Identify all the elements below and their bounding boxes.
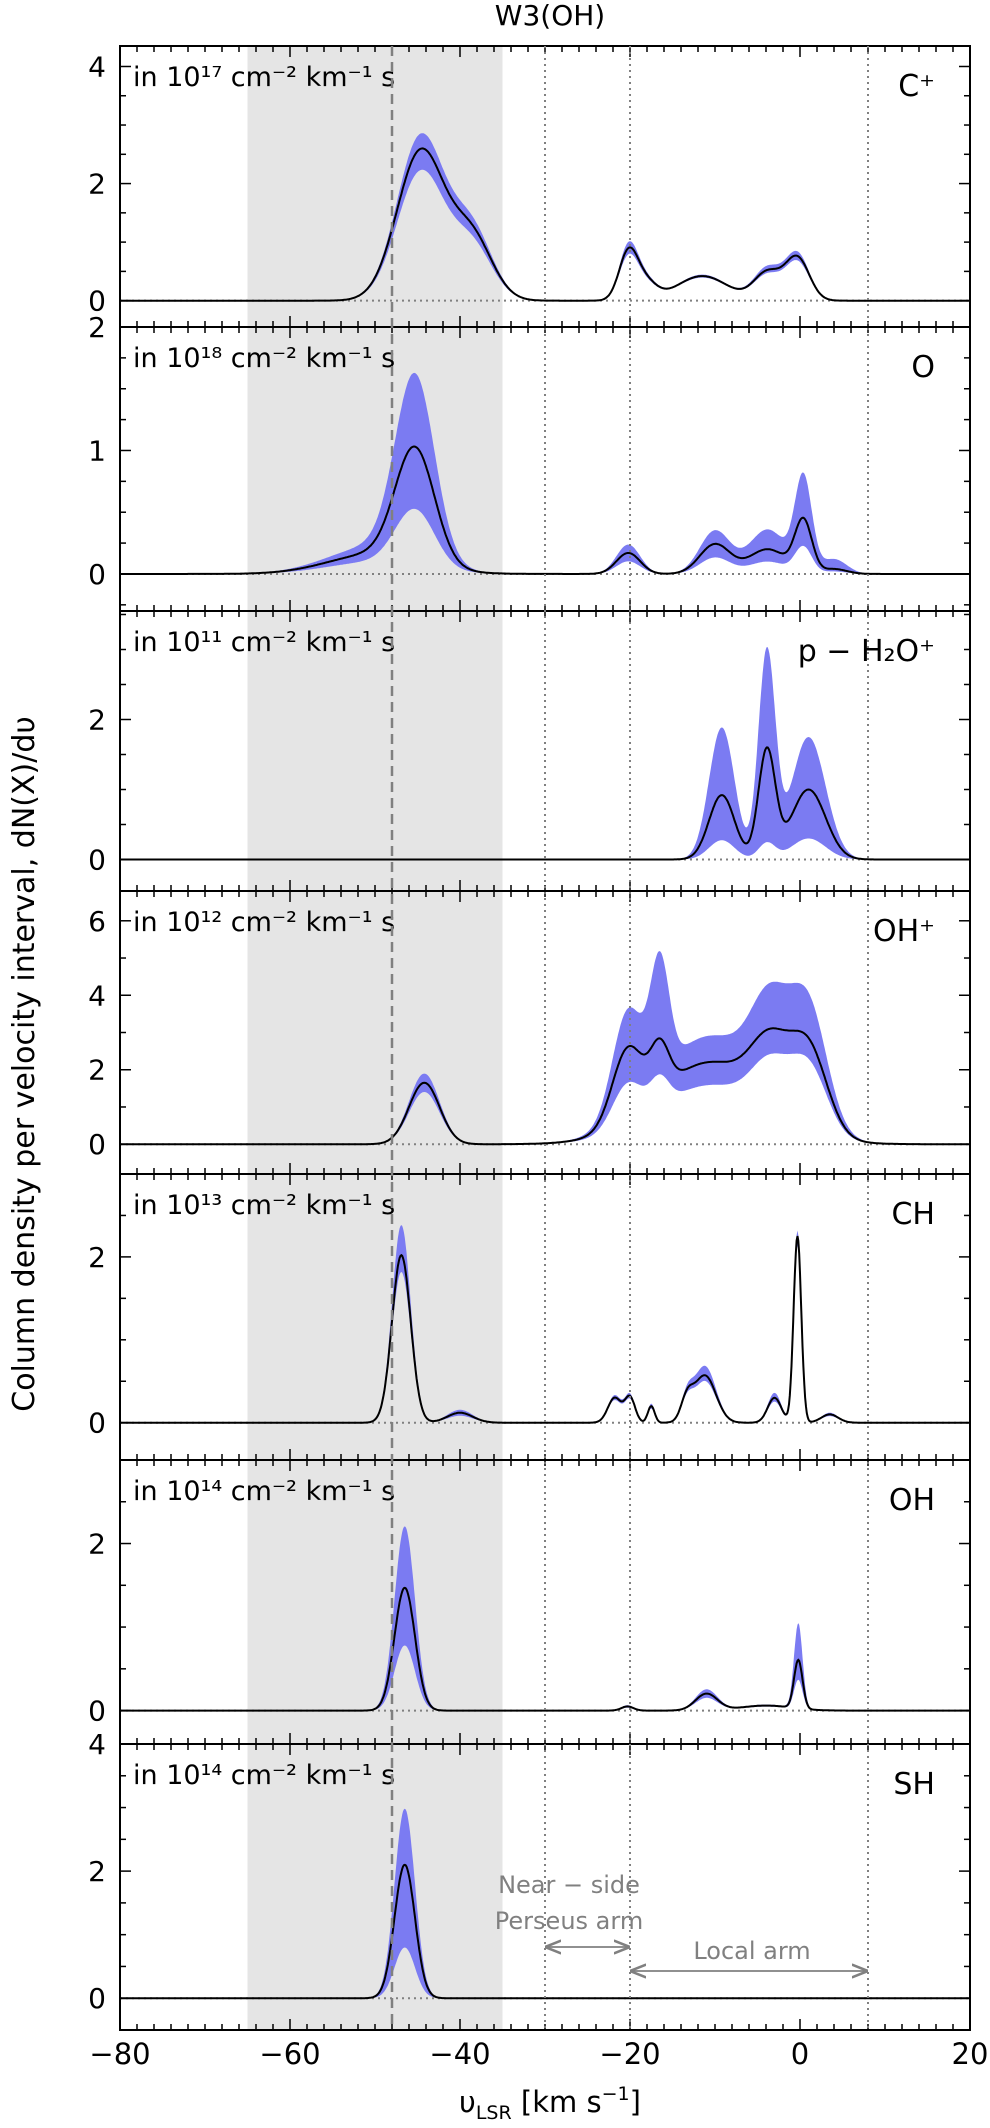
shaded-region [247, 1460, 503, 1744]
y-tick-label: 2 [88, 1528, 106, 1561]
y-tick-label: 2 [88, 168, 106, 201]
unit-label: in 10¹⁷ cm⁻² km⁻¹ s [133, 62, 395, 93]
panel-6: 0 2 in 10¹⁴ cm⁻² km⁻¹ s OH [88, 1459, 971, 1745]
y-tick-label: 6 [88, 905, 106, 938]
near-side-label: Near − side [498, 1871, 640, 1899]
y-tick-label: 4 [88, 1728, 106, 1761]
y-tick-label: 2 [88, 1054, 106, 1087]
median-line [120, 1235, 970, 1424]
panel-5: 0 2 in 10¹³ cm⁻² km⁻¹ s CH [88, 1173, 971, 1461]
y-tick-label: 0 [88, 1407, 106, 1440]
local-arm-label: Local arm [693, 1937, 810, 1965]
median-line [120, 445, 970, 575]
shaded-region [247, 611, 503, 891]
shaded-region [247, 1744, 503, 2030]
y-tick-label: 0 [88, 1982, 106, 2015]
plot-area [120, 133, 970, 302]
y-tick-label: 4 [88, 979, 106, 1012]
plot-area [120, 1526, 970, 1712]
panel-7: 0 2 4 in 10¹⁴ cm⁻² km⁻¹ s SH [88, 1728, 971, 2031]
plot-area [120, 372, 970, 575]
y-tick-label: 0 [88, 1128, 106, 1161]
unit-label: in 10¹² cm⁻² km⁻¹ s [133, 907, 395, 938]
y-tick-label: 2 [88, 704, 106, 737]
unit-label: in 10¹³ cm⁻² km⁻¹ s [133, 1190, 395, 1221]
species-label: OH⁺ [873, 914, 935, 949]
plot-area [120, 647, 970, 861]
x-tick-label: −80 [89, 2037, 150, 2071]
uncertainty-band [120, 647, 970, 860]
y-tick-label: 0 [88, 844, 106, 877]
panel-2: 0 1 2 in 10¹⁸ cm⁻² km⁻¹ s O [88, 311, 971, 612]
perseus-arm-label: Perseus arm [495, 1907, 643, 1935]
y-tick-label: 1 [88, 434, 106, 467]
unit-label: in 10¹⁴ cm⁻² km⁻¹ s [133, 1476, 395, 1507]
species-label: CH [891, 1197, 935, 1232]
panel-4: 0 2 4 6 in 10¹² cm⁻² km⁻¹ s OH⁺ [88, 890, 971, 1175]
y-tick-label: 2 [88, 311, 106, 344]
x-tick-label: 20 [952, 2037, 989, 2071]
median-line [120, 1027, 970, 1146]
panel-3: 0 2 in 10¹¹ cm⁻² km⁻¹ s p − H₂O⁺ [88, 610, 971, 892]
shaded-region [247, 891, 503, 1174]
plot-area [120, 951, 970, 1146]
y-tick-label: 2 [88, 1241, 106, 1274]
panel-1: 0 2 4 in 10¹⁷ cm⁻² km⁻¹ s C⁺ [88, 45, 971, 328]
plot-area [120, 1808, 970, 2000]
x-axis-label: υLSR [km s−1] [459, 2083, 641, 2124]
y-tick-label: 0 [88, 1695, 106, 1728]
x-tick-label: −20 [599, 2037, 660, 2071]
y-tick-label: 2 [88, 1855, 106, 1888]
uncertainty-band [120, 951, 970, 1145]
x-tick-label: −40 [429, 2037, 490, 2071]
unit-label: in 10¹⁴ cm⁻² km⁻¹ s [133, 1760, 395, 1791]
x-tick-label: −60 [259, 2037, 320, 2071]
species-label: C⁺ [898, 69, 935, 104]
y-tick-label: 0 [88, 285, 106, 318]
species-label: OH [889, 1483, 935, 1518]
y-tick-label: 4 [88, 50, 106, 83]
unit-label: in 10¹⁸ cm⁻² km⁻¹ s [133, 343, 395, 374]
median-line [120, 147, 970, 302]
plot-area [120, 1225, 970, 1424]
y-axis-label: Column density per velocity interval, dN… [7, 716, 42, 1412]
figure-title: W3(OH) [495, 0, 605, 32]
median-line [120, 1863, 970, 2000]
species-label: p − H₂O⁺ [798, 634, 935, 669]
median-line [120, 746, 970, 861]
unit-label: in 10¹¹ cm⁻² km⁻¹ s [133, 627, 395, 658]
median-line [120, 1586, 970, 1712]
y-tick-label: 0 [88, 558, 106, 591]
x-tick-label: 0 [791, 2037, 809, 2071]
species-label: SH [893, 1767, 935, 1802]
species-label: O [911, 350, 935, 385]
